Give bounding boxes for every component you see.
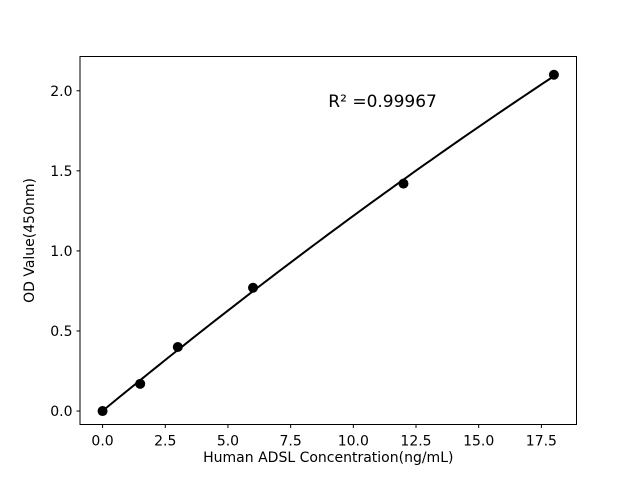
x-axis-ticks: 0.0 2.5 5.0 7.5 10.0 12.5 15.0 17.5 (91, 424, 557, 450)
r-squared-annotation: R² =0.99967 (328, 92, 437, 112)
x-axis-title: Human ADSL Concentration(ng/mL) (203, 450, 453, 466)
data-point (97, 406, 108, 417)
x-tick-label: 12.5 (400, 434, 431, 450)
data-point (135, 378, 146, 389)
plot-border (79, 56, 577, 425)
x-tick-label: 17.5 (526, 434, 557, 450)
y-tick-label: 0.0 (50, 404, 72, 420)
y-tick-label: 1.5 (50, 164, 72, 180)
data-point (398, 178, 409, 189)
y-axis-title: OD Value(450nm) (22, 178, 38, 303)
data-point (248, 282, 259, 293)
y-axis-ticks: 0.0 0.5 1.0 1.5 2.0 (50, 84, 80, 420)
x-tick-label: 2.5 (154, 434, 176, 450)
x-tick-label: 5.0 (217, 434, 239, 450)
x-tick-label: 7.5 (280, 434, 302, 450)
y-tick-label: 0.5 (50, 324, 72, 340)
data-point (172, 341, 183, 352)
data-points (97, 69, 559, 417)
x-tick-label: 15.0 (463, 434, 494, 450)
x-tick-label: 0.0 (91, 434, 113, 450)
data-point (548, 69, 559, 80)
y-tick-label: 1.0 (50, 244, 72, 260)
y-tick-label: 2.0 (50, 84, 72, 100)
x-tick-label: 10.0 (338, 434, 369, 450)
